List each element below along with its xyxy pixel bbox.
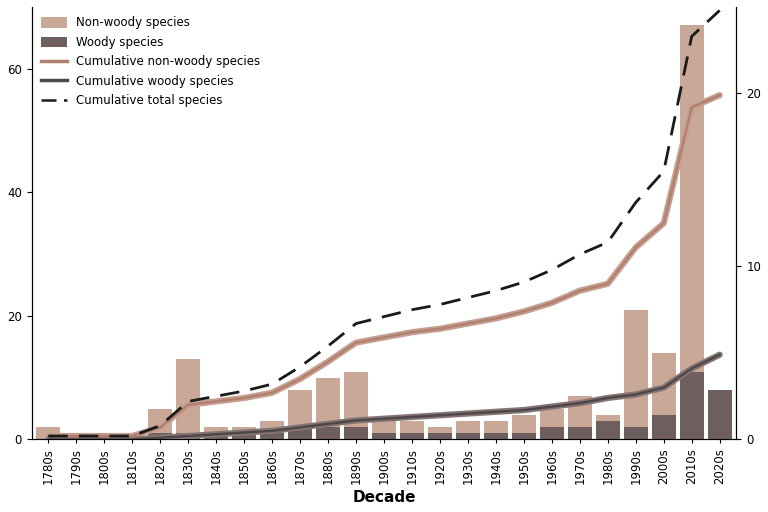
Bar — [428, 433, 452, 439]
Bar — [652, 353, 676, 439]
Bar — [540, 409, 564, 439]
Bar — [177, 359, 200, 439]
Bar — [624, 427, 647, 439]
Bar — [232, 433, 256, 439]
Bar — [484, 433, 508, 439]
Bar — [316, 378, 340, 439]
Bar — [400, 433, 424, 439]
Bar — [288, 390, 312, 439]
Bar — [456, 433, 480, 439]
Bar — [512, 433, 536, 439]
Legend: Non-woody species, Woody species, Cumulative non-woody species, Cumulative woody: Non-woody species, Woody species, Cumula… — [38, 13, 264, 111]
Bar — [652, 415, 676, 439]
Bar — [512, 415, 536, 439]
Bar — [372, 433, 396, 439]
Bar — [596, 421, 620, 439]
Bar — [148, 409, 172, 439]
Bar — [624, 310, 647, 439]
Bar — [540, 427, 564, 439]
Bar — [400, 421, 424, 439]
Bar — [708, 396, 732, 439]
Bar — [456, 421, 480, 439]
Bar — [344, 427, 368, 439]
Bar — [568, 427, 591, 439]
Bar — [708, 390, 732, 439]
Bar — [288, 427, 312, 439]
Bar — [148, 433, 172, 439]
Bar — [428, 427, 452, 439]
X-axis label: Decade: Decade — [353, 490, 415, 505]
Bar — [680, 26, 703, 439]
Bar — [232, 427, 256, 439]
Bar — [568, 396, 591, 439]
Bar — [204, 427, 228, 439]
Bar — [596, 415, 620, 439]
Bar — [177, 433, 200, 439]
Bar — [260, 421, 284, 439]
Bar — [316, 427, 340, 439]
Bar — [484, 421, 508, 439]
Bar — [680, 372, 703, 439]
Bar — [372, 421, 396, 439]
Bar — [344, 372, 368, 439]
Bar — [204, 433, 228, 439]
Bar — [260, 433, 284, 439]
Bar — [36, 427, 60, 439]
